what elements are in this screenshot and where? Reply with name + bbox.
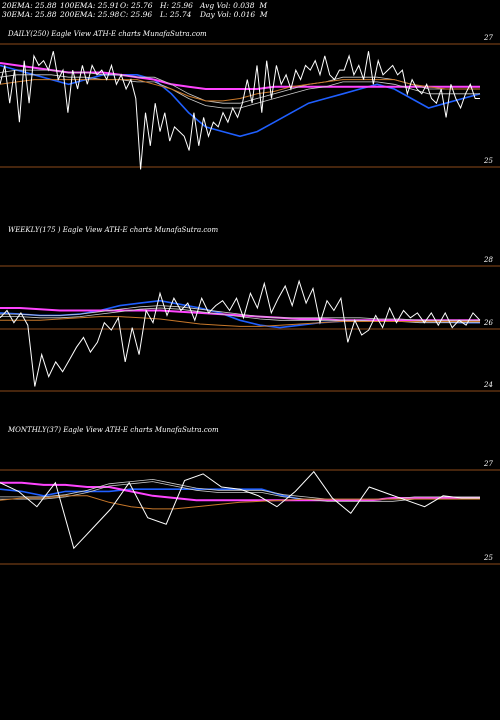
ema20-label: 20EMA: 25.88: [2, 1, 57, 10]
price-line: [0, 279, 481, 387]
ema30-label: 30EMA: 25.88: [2, 10, 57, 19]
y-tick-label: 24: [483, 381, 493, 389]
y-tick-label: 26: [483, 319, 493, 327]
ema-fast-line: [0, 64, 481, 138]
open-label: O: 25.76: [120, 1, 153, 10]
ema-slow-line: [0, 307, 480, 322]
ema-long-line: [0, 316, 480, 327]
chart-panel-2: WEEKLY(175 ) Eagle View ATH-E charts Mun…: [0, 226, 500, 392]
close-label: C: 25.96: [120, 10, 153, 19]
ema-mid-upper-line: [0, 305, 480, 321]
avg-vol-label: Avg Vol: 0.038 M: [200, 1, 268, 10]
low-label: L: 25.74: [160, 10, 192, 19]
ema-mid-lower-line: [0, 481, 480, 502]
price-line: [0, 470, 480, 550]
y-tick-label: 25: [483, 554, 493, 562]
ema100-label: 100EMA: 25.91: [60, 1, 120, 10]
y-tick-label: 28: [483, 256, 493, 264]
y-tick-label: 25: [483, 157, 493, 165]
y-tick-label: 27: [483, 460, 493, 468]
y-tick-label: 27: [483, 34, 493, 42]
high-label: H: 25.96: [160, 1, 193, 10]
chart-panel-1: DAILY(250) Eagle View ATH-E charts Munaf…: [0, 30, 500, 170]
chart-panel-3: MONTHLY(37) Eagle View ATH-E charts Muna…: [0, 426, 500, 565]
chart-title: DAILY(250) Eagle View ATH-E charts Munaf…: [7, 30, 207, 38]
ema200-label: 200EMA: 25.98: [60, 10, 120, 19]
chart-title: MONTHLY(37) Eagle View ATH-E charts Muna…: [7, 426, 219, 434]
day-vol-label: Day Vol: 0.016 M: [200, 10, 268, 19]
chart-title: WEEKLY(175 ) Eagle View ATH-E charts Mun…: [8, 226, 218, 234]
price-line: [0, 51, 480, 170]
ema-long-line: [0, 495, 480, 510]
